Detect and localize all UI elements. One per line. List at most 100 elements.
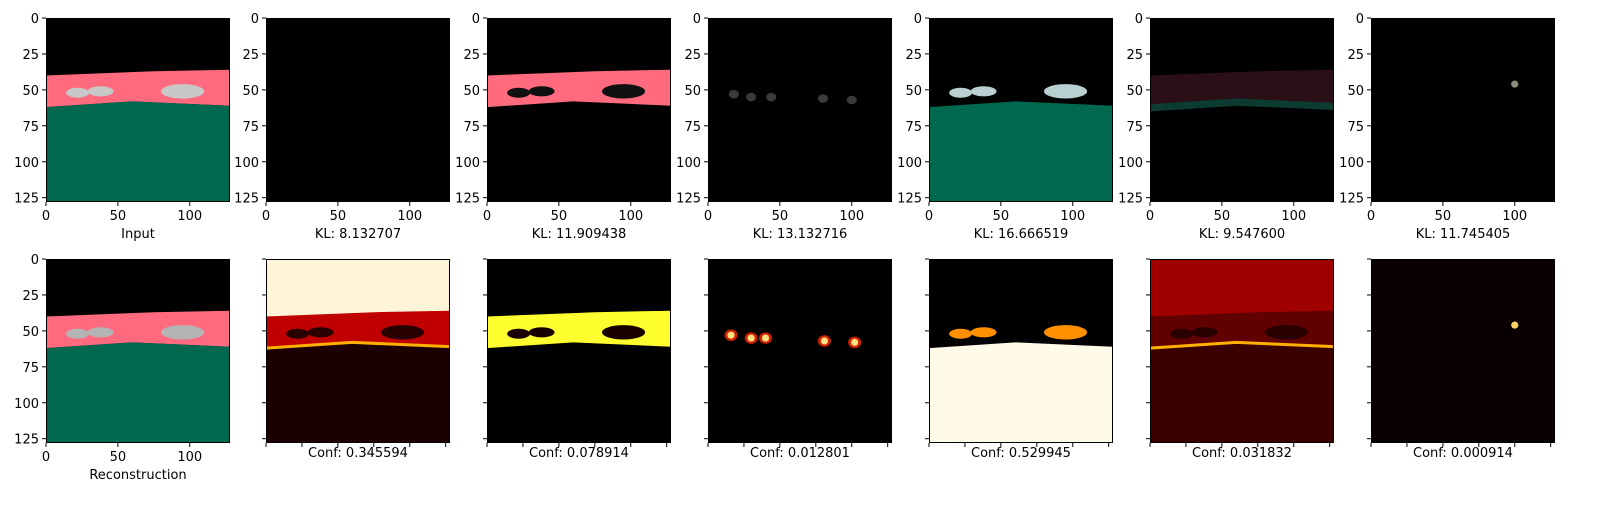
x-tick-label: 100 (177, 209, 202, 224)
y-tick-label: 0 (1356, 12, 1364, 27)
car-mark (1170, 328, 1194, 339)
blob-core (820, 337, 829, 345)
ground-region (46, 342, 230, 443)
x-tick-label: 100 (1060, 209, 1085, 224)
y-tick-label: 125 (14, 433, 39, 448)
axes-frame (46, 259, 230, 443)
x-tick-label: 100 (839, 209, 864, 224)
car-mark (1044, 84, 1088, 99)
panel-caption: Conf: 0.078914 (529, 446, 629, 461)
car-mark (949, 87, 973, 98)
y-tick-label: 50 (22, 84, 39, 99)
car-mark (1044, 325, 1088, 340)
y-tick-label: 100 (897, 156, 922, 171)
sky-region (266, 259, 450, 317)
x-tick-label: 0 (42, 450, 50, 465)
edge-line (266, 340, 450, 350)
panel-caption: KL: 13.132716 (753, 227, 848, 242)
car-mark (949, 328, 973, 339)
y-tick-label: 0 (251, 12, 259, 27)
panel-caption: KL: 11.909438 (532, 227, 627, 242)
image-mask-1 (266, 259, 450, 443)
car-blob (817, 94, 829, 103)
x-tick-label: 50 (110, 209, 127, 224)
x-tick-label: 100 (618, 209, 643, 224)
panel-mask-2: Conf: 0.078914 (483, 258, 671, 461)
axes-frame (1150, 18, 1334, 202)
car-mark (1191, 327, 1218, 338)
panel-caption: Input (121, 227, 155, 242)
y-tick-label: 50 (242, 84, 259, 99)
y-tick-label: 125 (1118, 192, 1143, 207)
y-tick-label: 25 (242, 48, 259, 63)
panel-component-3: 0 50 100 0 25 50 75 100 125 KL: 13.132716 (676, 12, 892, 242)
car-blob (846, 95, 857, 105)
car-mark (602, 84, 646, 99)
ground-region (929, 101, 1113, 202)
image-reconstruction (46, 259, 230, 443)
panel-mask-1: Conf: 0.345594 (262, 258, 450, 461)
y-tick-label: 50 (22, 325, 39, 340)
image-background (266, 18, 450, 202)
image-background (708, 259, 892, 443)
panel-mask-4: Conf: 0.529945 (925, 258, 1113, 461)
image-background (1150, 18, 1334, 202)
image-component-3 (708, 18, 892, 202)
y-tick-label: 25 (905, 48, 922, 63)
y-tick-label: 50 (1347, 84, 1364, 99)
dot-mark (1511, 321, 1519, 329)
y-tick-label: 125 (14, 192, 39, 207)
x-tick-label: 50 (330, 209, 347, 224)
y-tick-label: 25 (22, 48, 39, 63)
x-tick-label: 0 (483, 209, 491, 224)
y-tick-label: 0 (1135, 12, 1143, 27)
ground-region (1371, 259, 1555, 443)
panel-component-1: 0 50 100 0 25 50 75 100 125 KL: 8.132707 (234, 12, 450, 242)
panel-caption: KL: 11.745405 (1416, 227, 1511, 242)
x-tick-label: 0 (42, 209, 50, 224)
y-tick-label: 75 (22, 120, 39, 135)
car-blob (766, 92, 777, 102)
ground-region (929, 342, 1113, 443)
image-mask-4 (929, 259, 1113, 443)
y-tick-label: 125 (676, 192, 701, 207)
ground-region (46, 101, 230, 202)
car-mark (381, 325, 425, 340)
panel-component-2: 0 50 100 0 25 50 75 100 125 KL: 11.909438 (455, 12, 671, 242)
road-region (1150, 69, 1334, 108)
car-mark (87, 86, 114, 97)
y-tick-label: 0 (472, 12, 480, 27)
car-mark (66, 328, 90, 339)
axes-frame (929, 18, 1113, 202)
car-blob (728, 89, 739, 99)
y-tick-label: 100 (1118, 156, 1143, 171)
y-tick-label: 125 (1339, 192, 1364, 207)
image-background (487, 259, 671, 443)
y-tick-label: 125 (897, 192, 922, 207)
axes-frame (487, 18, 671, 202)
car-mark (970, 86, 997, 97)
x-tick-label: 0 (1367, 209, 1375, 224)
y-tick-label: 100 (676, 156, 701, 171)
edge-line (1150, 340, 1334, 350)
axes-frame (708, 259, 892, 443)
axes-frame (487, 259, 671, 443)
blob-core (727, 331, 735, 339)
image-mask-6 (1371, 259, 1555, 443)
car-mark (66, 87, 90, 98)
car-mark (507, 328, 531, 339)
panel-component-5: 0 50 100 0 25 50 75 100 125 KL: 9.547600 (1118, 12, 1334, 242)
y-tick-label: 125 (234, 192, 259, 207)
image-background (1371, 18, 1555, 202)
dot-mark (1511, 80, 1519, 88)
panel-component-6: 0 50 100 0 25 50 75 100 125 KL: 11.745405 (1339, 12, 1555, 242)
y-tick-label: 75 (684, 120, 701, 135)
y-tick-label: 75 (22, 361, 39, 376)
top-region (1150, 259, 1334, 317)
y-tick-label: 25 (463, 48, 480, 63)
axes-frame (929, 259, 1113, 443)
car-mark (1265, 325, 1309, 340)
image-mask-2 (487, 259, 671, 443)
y-tick-label: 50 (1126, 84, 1143, 99)
x-tick-label: 100 (1502, 209, 1527, 224)
